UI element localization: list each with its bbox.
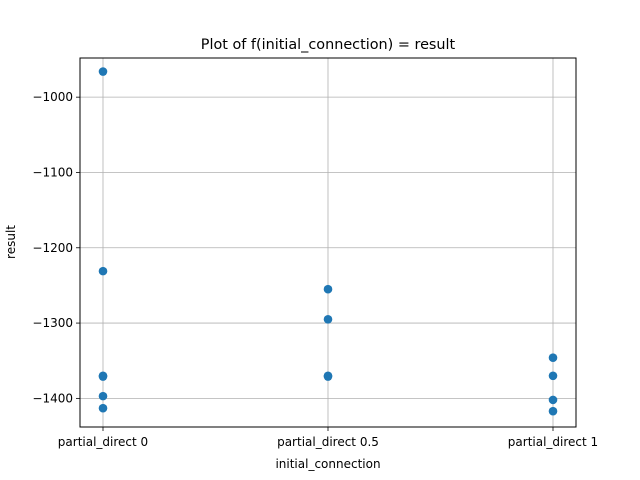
- scatter-point: [98, 266, 108, 276]
- y-axis-title: result: [4, 225, 18, 259]
- x-tick-label: partial_direct 1: [508, 435, 598, 449]
- y-tick-label: −1000: [32, 90, 73, 104]
- scatter-point: [98, 372, 108, 381]
- x-tick-label: partial_direct 0: [58, 435, 148, 449]
- x-axis: partial_direct 0 partial_direct 0.5 partia…: [58, 427, 598, 449]
- chart-title: Plot of f(initial_connection) = result: [201, 37, 456, 53]
- scatter-point: [548, 406, 558, 416]
- scatter-point: [98, 67, 108, 76]
- scatter-point: [323, 372, 333, 381]
- scatter-point: [323, 315, 333, 324]
- y-tick-label: −1100: [32, 165, 73, 179]
- y-tick-label: −1400: [32, 391, 73, 405]
- x-axis-title: initial_connection: [275, 457, 380, 471]
- scatter-point: [548, 353, 558, 363]
- x-tick-label: partial_direct 0.5: [277, 435, 379, 449]
- scatter-point: [548, 371, 558, 381]
- y-axis: −1000 −1100 −1200 −1300 −1400: [32, 90, 80, 405]
- data-points: [98, 67, 558, 416]
- scatter-point: [98, 391, 108, 401]
- scatter-point: [323, 284, 333, 294]
- y-tick-label: −1300: [32, 316, 73, 330]
- scatter-point: [548, 395, 558, 405]
- y-tick-label: −1200: [32, 241, 73, 255]
- scatter-point: [98, 403, 108, 413]
